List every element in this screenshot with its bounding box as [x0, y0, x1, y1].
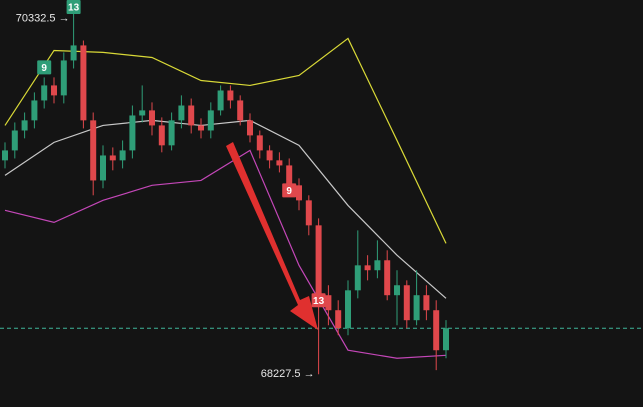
- candle-body: [41, 85, 48, 101]
- candle-body: [178, 105, 185, 121]
- candle-body: [168, 120, 175, 146]
- candle-body: [198, 125, 204, 131]
- candle-body: [139, 110, 146, 116]
- candle-body: [109, 155, 116, 161]
- candle-body: [305, 200, 312, 226]
- marker-box: [37, 60, 52, 75]
- marker-label: 9: [286, 186, 292, 197]
- candle-body: [51, 85, 57, 96]
- candle-body: [276, 160, 283, 166]
- candle-body: [129, 115, 136, 151]
- candle-body: [394, 285, 400, 296]
- candle-body: [207, 110, 214, 131]
- candle-body: [237, 100, 244, 121]
- candle-body: [345, 290, 351, 329]
- candle-body: [354, 265, 361, 291]
- trend-arrow: [226, 142, 318, 330]
- candle-body: [149, 110, 155, 126]
- price-label: 68227.5 →: [261, 368, 315, 380]
- candle-body: [433, 310, 440, 351]
- marker-label: 9: [41, 63, 47, 74]
- candle-body: [21, 120, 28, 131]
- candle-body: [296, 185, 302, 201]
- candle-body: [247, 120, 253, 136]
- candle-body: [413, 295, 420, 321]
- candle-body: [256, 135, 263, 151]
- candle-body: [100, 155, 106, 181]
- candle-body: [374, 260, 381, 271]
- candle-body: [443, 328, 449, 351]
- candle-body: [423, 295, 430, 311]
- band-line: [4, 149, 447, 359]
- candle-body: [188, 105, 195, 126]
- marker-box: [311, 293, 326, 308]
- candle-body: [60, 60, 67, 96]
- candle-body: [70, 45, 77, 61]
- candle-body: [227, 90, 234, 101]
- price-label: 70332.5 →: [16, 12, 70, 24]
- candle-body: [90, 120, 97, 181]
- candle-body: [403, 285, 410, 321]
- marker-box: [66, 0, 81, 14]
- band-line: [4, 37, 447, 244]
- marker-label: 13: [313, 296, 325, 307]
- candle-body: [384, 260, 391, 296]
- marker-box: [282, 183, 297, 198]
- candle-body: [335, 310, 342, 329]
- candle-body: [364, 265, 371, 271]
- candle-body: [315, 225, 322, 296]
- candle-body: [266, 150, 273, 161]
- band-line: [4, 119, 447, 299]
- candle-body: [286, 165, 293, 186]
- candle-body: [119, 150, 126, 161]
- marker-label: 13: [68, 3, 80, 14]
- candle-body: [11, 130, 18, 151]
- candle-body: [217, 90, 224, 111]
- candle-body: [325, 295, 332, 311]
- candle-body: [80, 45, 87, 121]
- candle-body: [158, 125, 165, 146]
- candle-body: [2, 150, 8, 161]
- candle-body: [31, 100, 38, 121]
